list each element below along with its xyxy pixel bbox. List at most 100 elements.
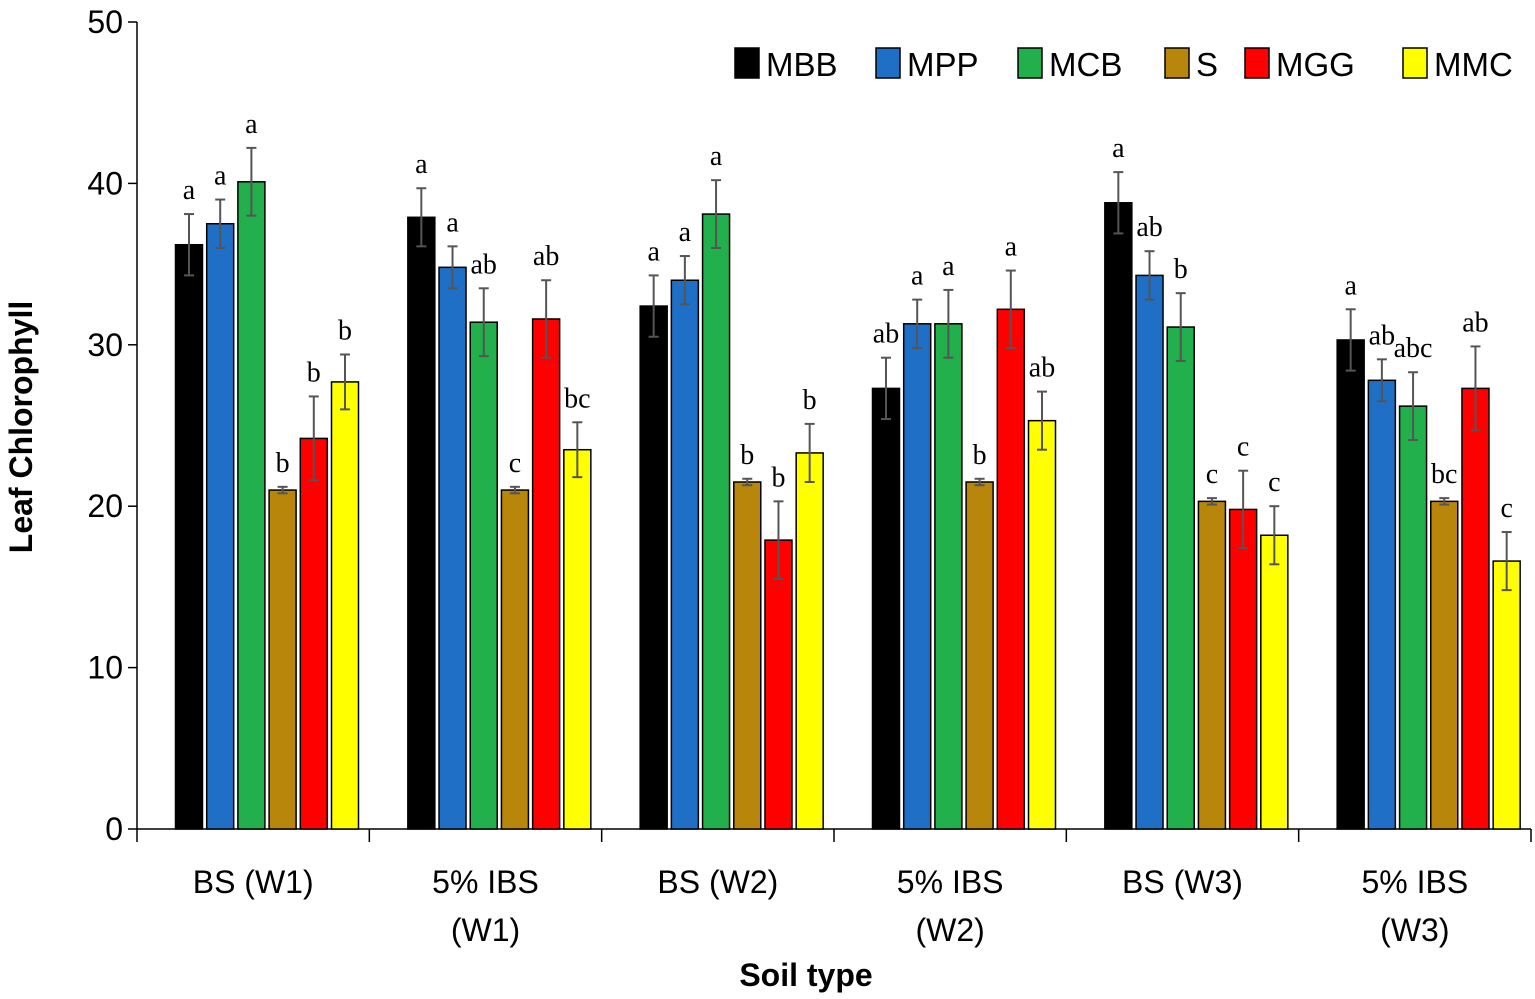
significance-label: a [1112,133,1125,164]
significance-label: c [1500,493,1512,524]
x-category-label: (W2) [916,912,985,948]
significance-label: a [214,161,227,192]
significance-label: abc [1394,333,1433,364]
legend-swatch [1402,47,1428,79]
bar [469,321,498,830]
significance-label: b [276,448,290,479]
bar [996,308,1026,830]
bar [1461,387,1490,830]
bar [563,448,592,830]
labels-layer: BS (W1) 5% IBS (W1) BS (W2) 5% IBS (W2) BS (W3… [183,109,1513,948]
legend-label: MMC [1434,46,1513,83]
bar [205,223,235,830]
significance-label: a [415,149,428,180]
bar [934,323,963,830]
significance-label: b [338,315,352,346]
significance-label: a [679,217,692,248]
legend-label: MBB [766,46,838,83]
legend-swatch [1244,47,1270,79]
significance-label: ab [533,241,559,272]
legend-label: MPP [907,46,979,83]
significance-label: c [1268,467,1280,498]
significance-label: ab [471,249,497,280]
significance-label: a [710,141,723,172]
y-tick-label: 20 [87,488,123,524]
bar [1492,560,1521,830]
significance-label: b [740,440,754,471]
significance-label: a [1005,232,1018,263]
significance-label: ab [1369,320,1395,351]
bar [1166,326,1195,830]
legend-swatch [734,47,760,79]
bar [764,539,793,830]
bar [639,305,668,830]
bar [871,387,901,830]
x-category-label: (W1) [451,912,520,948]
bar [701,213,731,830]
significance-label: c [509,448,521,479]
significance-label: b [771,462,785,493]
bar [299,437,329,830]
significance-label: a [446,207,459,238]
x-category-label: (W3) [1380,912,1449,948]
legend: MBB MPP MCB S MGG MMC [734,46,1513,83]
x-category-label: 5% IBS [897,864,1004,900]
significance-label: b [1174,254,1188,285]
bar [1430,500,1459,830]
bar [965,481,994,830]
significance-label: c [1206,459,1218,490]
bar [733,481,762,830]
significance-label: a [911,261,924,292]
legend-label: MGG [1276,46,1355,83]
x-category-label: BS (W3) [1122,864,1243,900]
x-axis-title: Soil type [739,957,872,993]
bar [531,318,561,830]
bar [1228,508,1258,830]
y-tick-label: 40 [87,165,123,201]
bar [438,266,467,830]
axes-layer: 0 10 20 30 40 50 [87,4,1532,847]
bar [1336,339,1365,830]
bar [1135,274,1164,830]
bar [902,323,932,830]
significance-label: ab [873,319,899,350]
legend-swatch [1017,47,1043,79]
bar [1260,534,1289,830]
significance-label: ab [1462,307,1488,338]
bar [1398,405,1428,830]
bar [1197,500,1227,830]
bar [407,216,436,830]
bar [237,181,266,830]
bar [670,279,700,830]
legend-label: S [1196,46,1218,83]
y-tick-label: 10 [87,650,123,686]
significance-label: b [307,357,321,388]
significance-label: b [973,440,987,471]
y-tick-label: 50 [87,4,123,40]
bar [1104,202,1133,830]
legend-swatch [1164,47,1190,79]
significance-label: b [803,385,817,416]
bar [174,243,204,830]
significance-label: a [183,175,196,206]
significance-label: a [1344,270,1357,301]
y-tick-label: 0 [105,811,123,847]
legend-label: MCB [1049,46,1122,83]
significance-label: a [942,251,955,282]
y-tick-label: 30 [87,327,123,363]
legend-swatch [875,47,901,79]
significance-label: bc [564,383,590,414]
x-category-label: 5% IBS [1361,864,1468,900]
bar [795,452,824,830]
bar [330,381,360,830]
x-category-label: BS (W1) [193,864,314,900]
x-category-label: BS (W2) [657,864,778,900]
bar [1367,379,1397,830]
significance-label: ab [1136,212,1162,243]
x-category-label: 5% IBS [432,864,539,900]
significance-label: a [245,109,258,140]
significance-label: a [647,236,660,267]
significance-label: ab [1029,353,1055,384]
significance-label: c [1237,432,1249,463]
